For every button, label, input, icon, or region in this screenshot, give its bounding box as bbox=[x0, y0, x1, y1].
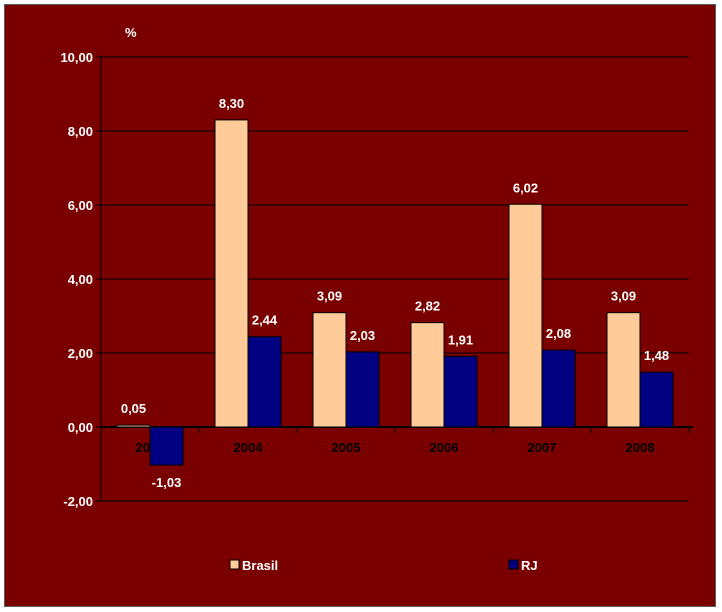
chart-area: -2,000,002,004,006,008,0010,002003200420… bbox=[4, 4, 716, 607]
data-label-rj-2006: 1,91 bbox=[448, 332, 473, 347]
legend-label-rj: RJ bbox=[521, 558, 538, 573]
bar-brasil-2007 bbox=[508, 203, 543, 428]
data-label-brasil-2004: 8,30 bbox=[219, 96, 244, 111]
data-label-brasil-2003: 0,05 bbox=[121, 401, 146, 416]
data-label-rj-2008: 1,48 bbox=[644, 348, 669, 363]
legend-swatch-rj bbox=[508, 559, 519, 570]
x-tick-label-2006: 2006 bbox=[430, 440, 459, 455]
x-tick-label-2004: 2004 bbox=[234, 440, 264, 455]
bar-rj-2005 bbox=[345, 351, 380, 428]
data-label-rj-2005: 2,03 bbox=[350, 328, 375, 343]
y-tick-label-4: 6,00 bbox=[68, 198, 93, 213]
bar-chart: -2,000,002,004,006,008,0010,002003200420… bbox=[60, 25, 693, 573]
bar-rj-2008 bbox=[639, 371, 674, 428]
bar-rj-2003 bbox=[149, 426, 184, 466]
bars bbox=[116, 119, 674, 466]
bar-rj-2007 bbox=[541, 349, 576, 428]
bar-brasil-2004 bbox=[214, 119, 249, 428]
x-tick-label-2005: 2005 bbox=[332, 440, 361, 455]
data-label-brasil-2008: 3,09 bbox=[611, 289, 636, 304]
y-tick-label-6: 10,00 bbox=[60, 50, 93, 65]
data-labels: 0,05 8,30 3,09 2,82 6,02 3,09 -1,03 2,44 2,03 1,9… bbox=[121, 96, 669, 490]
legend: Brasil RJ bbox=[229, 558, 538, 573]
bar-rj-2004 bbox=[247, 336, 282, 428]
legend-label-brasil: Brasil bbox=[242, 558, 278, 573]
y-tick-label-0: -2,00 bbox=[63, 494, 93, 509]
gridlines bbox=[101, 56, 689, 502]
data-label-brasil-2005: 3,09 bbox=[317, 289, 342, 304]
data-label-brasil-2006: 2,82 bbox=[415, 299, 440, 314]
axes: -2,000,002,004,006,008,0010,002003200420… bbox=[60, 50, 693, 509]
y-axis-unit-label: % bbox=[125, 25, 137, 40]
bar-brasil-2005 bbox=[312, 312, 347, 428]
y-tick-label-2: 2,00 bbox=[68, 346, 93, 361]
data-label-rj-2003: -1,03 bbox=[152, 475, 182, 490]
data-label-brasil-2007: 6,02 bbox=[513, 180, 538, 195]
bar-brasil-2003 bbox=[116, 424, 151, 428]
x-tick-label-2007: 2007 bbox=[528, 440, 557, 455]
y-tick-label-5: 8,00 bbox=[68, 124, 93, 139]
bar-rj-2006 bbox=[443, 355, 478, 428]
data-label-rj-2004: 2,44 bbox=[252, 313, 278, 328]
bar-brasil-2008 bbox=[606, 312, 641, 428]
y-tick-label-1: 0,00 bbox=[68, 420, 93, 435]
data-label-rj-2007: 2,08 bbox=[546, 326, 571, 341]
legend-swatch-brasil bbox=[229, 559, 240, 570]
bar-brasil-2006 bbox=[410, 322, 445, 428]
y-tick-label-3: 4,00 bbox=[68, 272, 93, 287]
x-tick-label-2008: 2008 bbox=[626, 440, 655, 455]
